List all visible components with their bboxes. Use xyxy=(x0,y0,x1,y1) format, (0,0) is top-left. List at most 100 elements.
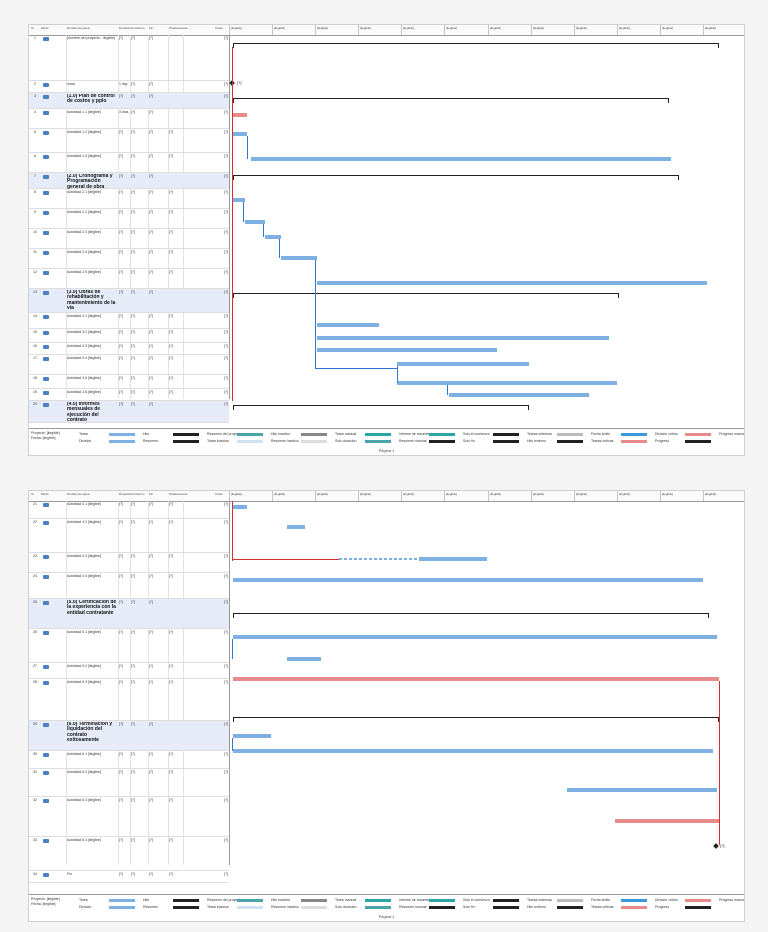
task-id: 34 xyxy=(33,872,37,876)
task-row[interactable]: 22 Actividad 4.2 [ilegible] [?] [?] [?] [?] [?… xyxy=(29,519,229,553)
task-row[interactable]: 10 Actividad 2.3 [ilegible] [?] [?] [?] [?] [?… xyxy=(29,229,229,249)
column-divider xyxy=(183,501,184,865)
summary-task-row[interactable]: 29 (6.0) Terminación y liquidación del co… xyxy=(29,721,229,751)
summary-task-row[interactable]: 25 (5.0) Certificación de la experiencia … xyxy=(29,599,229,629)
legend-swatch xyxy=(493,433,519,436)
task-row[interactable]: 16 Actividad 3.3 [ilegible] [?] [?] [?] [?] [?… xyxy=(29,343,229,355)
legend-item-label: Tarea xyxy=(79,432,88,436)
summary-task-row[interactable]: 3 (1.0) Plan de control de costos y pplo [… xyxy=(29,93,229,109)
legend-item-label: Resumen manual xyxy=(399,905,427,909)
task-row[interactable]: 8 Actividad 2.1 [ilegible] [?] [?] [?] [?] [?] xyxy=(29,189,229,209)
summary-task-row[interactable]: 20 (4.0) Informes mensuales de ejecución … xyxy=(29,401,229,423)
task-row[interactable]: 12 Actividad 2.5 [ilegible] [?] [?] [?] [?] [?… xyxy=(29,269,229,289)
task-id: 31 xyxy=(33,770,37,774)
task-duration: [?] xyxy=(119,154,123,158)
task-row[interactable]: 6 Actividad 1.3 [ilegible] [?] [?] [?] [?] [?] xyxy=(29,153,229,173)
task-id: 25 xyxy=(33,600,37,604)
timeline-label: [ilegible] xyxy=(619,492,631,496)
task-bar xyxy=(233,132,247,136)
dependency-link xyxy=(263,224,264,237)
task-mode-icon xyxy=(43,37,49,41)
task-finish: [?] xyxy=(149,872,153,876)
task-row[interactable]: 23 Actividad 4.3 [ilegible] [?] [?] [?] [?] [?… xyxy=(29,553,229,573)
task-id: 24 xyxy=(33,574,37,578)
timeline-tick xyxy=(272,491,273,501)
task-duration: [?] xyxy=(119,664,123,668)
legend-swatch xyxy=(237,433,263,436)
task-mode-icon xyxy=(43,251,49,255)
timeline-tick xyxy=(531,491,532,501)
task-row[interactable]: 26 Actividad 5.1 [ilegible] [?] [?] [?] [?] [?… xyxy=(29,629,229,663)
task-cost: [?] xyxy=(224,210,228,214)
task-id: 17 xyxy=(33,356,37,360)
task-name: Actividad 5.2 [ilegible] xyxy=(67,664,101,668)
task-row[interactable]: 4 Actividad 1.1 [ilegible] 3 días [?] [?] [?] xyxy=(29,109,229,129)
task-duration: [?] xyxy=(119,770,123,774)
col-start: Comienzo xyxy=(131,492,145,496)
task-cost: [?] xyxy=(224,872,228,876)
legend-item-label: Hito externo xyxy=(527,439,546,443)
task-mode-icon xyxy=(43,403,49,407)
task-row[interactable]: 5 Actividad 1.2 [ilegible] [?] [?] [?] [?] [?] xyxy=(29,129,229,153)
task-row[interactable]: 14 Actividad 3.1 [ilegible] [?] [?] [?] [?] [?… xyxy=(29,313,229,329)
legend-swatch xyxy=(237,906,263,909)
task-row[interactable]: 19 Actividad 3.6 [ilegible] [?] [?] [?] [?] [?… xyxy=(29,389,229,401)
task-finish: [?] xyxy=(149,314,153,318)
task-name: Actividad 6.3 [ilegible] xyxy=(67,798,101,802)
legend-item-label: División crítica xyxy=(655,898,678,902)
task-duration: [?] xyxy=(119,270,123,274)
task-row[interactable]: 18 Actividad 3.5 [ilegible] [?] [?] [?] [?] [?… xyxy=(29,375,229,389)
task-row[interactable]: 34 Fin [?] [?] [?] [?] [?] xyxy=(29,871,229,883)
task-row[interactable]: 33 Actividad 6.4 [ilegible] [?] [?] [?] [?] [?… xyxy=(29,837,229,871)
task-row[interactable]: 1 [nombre del proyecto - ilegible] [?] [?] [… xyxy=(29,35,229,81)
task-bar-split xyxy=(339,558,419,560)
task-cost: [?] xyxy=(224,356,228,360)
timeline-tick xyxy=(488,491,489,501)
task-start: [?] xyxy=(131,752,135,756)
summary-task-row[interactable]: 13 (3.0) Obras de rehabilitación y manten… xyxy=(29,289,229,313)
task-name: Actividad 3.4 [ilegible] xyxy=(67,356,101,360)
task-row[interactable]: 31 Actividad 6.2 [ilegible] [?] [?] [?] [?] [?… xyxy=(29,769,229,797)
legend-swatch xyxy=(109,906,135,909)
task-duration: [?] xyxy=(119,344,123,348)
task-row[interactable]: 2 Inicio 1 day [?] [?] [?] xyxy=(29,81,229,93)
task-name: (2.0) Cronograma y Programación general … xyxy=(67,174,113,190)
legend-project: Proyecto: [ilegible] Fecha: [ilegible] xyxy=(31,431,60,440)
task-row[interactable]: 17 Actividad 3.4 [ilegible] [?] [?] [?] [?] [?… xyxy=(29,355,229,375)
task-finish: [?] xyxy=(149,722,153,726)
task-id: 19 xyxy=(33,390,37,394)
milestone-label: [?] xyxy=(720,843,725,848)
task-row[interactable]: 11 Actividad 2.4 [ilegible] [?] [?] [?] [?] [?… xyxy=(29,249,229,269)
task-row[interactable]: 9 Actividad 2.2 [ilegible] [?] [?] [?] [?] [?] xyxy=(29,209,229,229)
legend-item-label: División crítica xyxy=(655,432,678,436)
task-row[interactable]: 27 Actividad 5.2 [ilegible] [?] [?] [?] [?] [?… xyxy=(29,663,229,679)
task-cost: [?] xyxy=(224,770,228,774)
timeline-label: [ilegible] xyxy=(446,26,458,30)
legend-swatch xyxy=(685,906,711,909)
task-bar xyxy=(567,788,717,792)
timeline-tick xyxy=(574,25,575,35)
task-row[interactable]: 32 Actividad 6.3 [ilegible] [?] [?] [?] [?] [?… xyxy=(29,797,229,837)
task-start: [?] xyxy=(131,664,135,668)
task-duration: [?] xyxy=(119,390,123,394)
task-row[interactable]: 24 Actividad 4.4 [ilegible] [?] [?] [?] [?] [?… xyxy=(29,573,229,599)
task-id: 23 xyxy=(33,554,37,558)
legend-item-label: Solo duración xyxy=(335,905,357,909)
task-id: 14 xyxy=(33,314,37,318)
task-row[interactable]: 30 Actividad 6.1 [ilegible] [?] [?] [?] [?] [?… xyxy=(29,751,229,769)
legend-item-label: Solo fin xyxy=(463,439,475,443)
summary-task-row[interactable]: 7 (2.0) Cronograma y Programación general… xyxy=(29,173,229,189)
task-bar xyxy=(449,393,589,397)
task-duration: [?] xyxy=(119,356,123,360)
task-name: Actividad 2.3 [ilegible] xyxy=(67,230,101,234)
task-row[interactable]: 15 Actividad 3.2 [ilegible] [?] [?] [?] [?] [?… xyxy=(29,329,229,343)
task-row[interactable]: 21 Actividad 4.1 [ilegible] [?] [?] [?] [?] [?… xyxy=(29,501,229,519)
legend-swatch xyxy=(173,906,199,909)
timeline-label: [ilegible] xyxy=(662,26,674,30)
task-row[interactable]: 28 Actividad 5.3 [ilegible] [?] [?] [?] [?] [?… xyxy=(29,679,229,721)
task-start: [?] xyxy=(131,210,135,214)
timeline-tick xyxy=(703,491,704,501)
task-finish: [?] xyxy=(149,664,153,668)
legend-item-label: Tarea inactiva xyxy=(207,905,229,909)
legend-item-label: Resumen xyxy=(143,905,158,909)
